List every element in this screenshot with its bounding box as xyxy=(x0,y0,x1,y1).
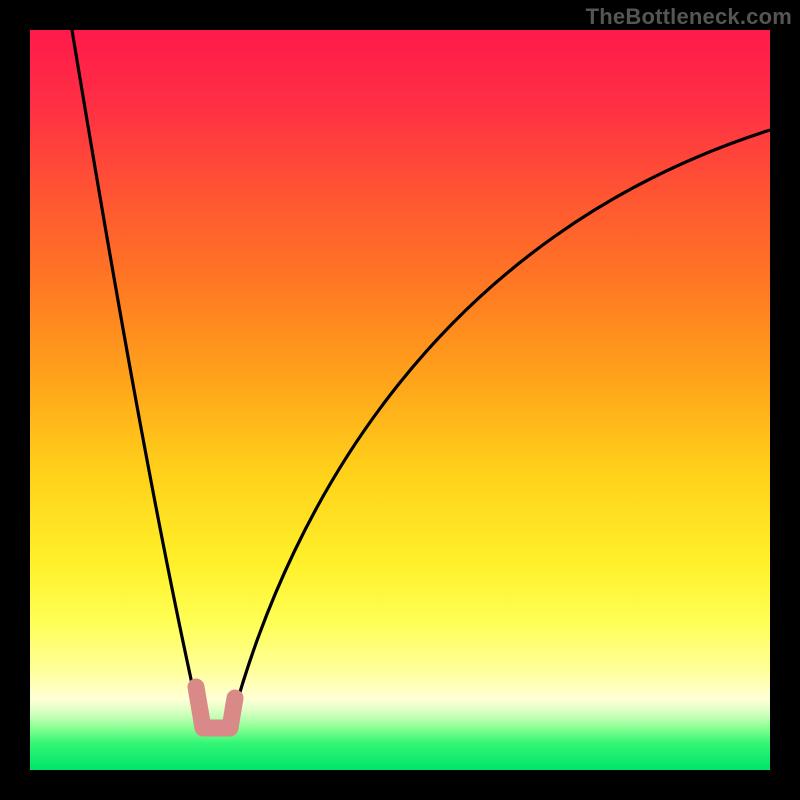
chart-container: TheBottleneck.com xyxy=(0,0,800,800)
watermark-text: TheBottleneck.com xyxy=(586,4,792,30)
bottleneck-curve-chart xyxy=(0,0,800,800)
plot-area xyxy=(30,30,770,770)
